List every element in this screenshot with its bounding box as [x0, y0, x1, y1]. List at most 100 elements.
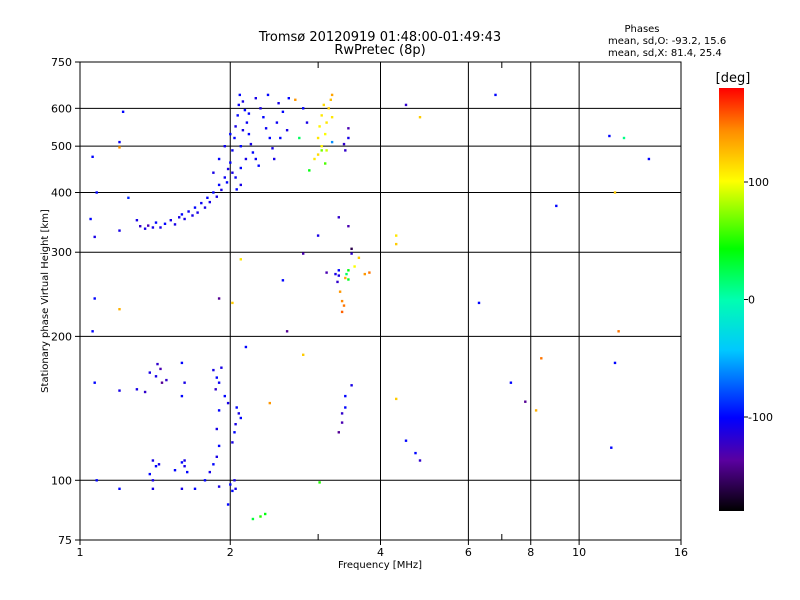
data-point — [183, 381, 186, 384]
x-tick-label: 4 — [377, 546, 384, 559]
data-point — [244, 157, 248, 161]
data-point — [215, 376, 218, 379]
data-point — [143, 390, 147, 394]
data-point — [234, 487, 237, 490]
data-point — [327, 107, 330, 110]
data-point — [178, 216, 181, 219]
data-point — [329, 98, 332, 101]
data-point — [302, 107, 305, 110]
data-point — [302, 353, 305, 356]
data-point — [337, 269, 340, 272]
chart-title-line2: RwPretec (8p) — [334, 43, 425, 58]
data-point — [220, 366, 223, 369]
data-point — [249, 142, 253, 146]
data-point — [154, 221, 158, 224]
data-point — [610, 446, 613, 449]
data-point — [540, 357, 543, 360]
data-point — [239, 166, 242, 170]
data-point — [159, 367, 162, 371]
data-point — [322, 103, 325, 107]
data-point — [613, 361, 617, 365]
data-point — [318, 125, 321, 128]
stats-o-mode: mean, sd,O: -93.2, 15.6 — [608, 36, 726, 47]
data-point — [226, 401, 230, 405]
data-point — [154, 375, 158, 378]
data-point — [247, 112, 251, 115]
data-point — [477, 301, 481, 305]
data-point — [262, 116, 265, 119]
colorbar-tick-label: 0 — [748, 294, 755, 307]
data-point — [613, 191, 617, 194]
data-point — [239, 183, 242, 187]
data-point — [338, 290, 342, 293]
data-point — [336, 280, 339, 284]
data-point — [234, 125, 237, 128]
data-point — [344, 406, 347, 409]
data-point — [330, 93, 334, 97]
data-point — [313, 157, 316, 161]
data-point — [231, 171, 234, 174]
data-point — [266, 93, 270, 97]
data-point — [363, 272, 366, 276]
data-point — [324, 132, 327, 136]
data-point — [186, 470, 189, 474]
data-point — [193, 206, 197, 209]
data-point — [229, 161, 232, 164]
data-point — [347, 136, 350, 140]
data-point — [330, 140, 334, 144]
data-point — [180, 487, 184, 490]
data-point — [220, 188, 223, 192]
data-point — [233, 431, 236, 434]
data-point — [404, 439, 408, 442]
data-point — [350, 384, 353, 387]
colorbar-label: [deg] — [716, 71, 751, 86]
colorbar-ticks: -100 0 100 — [744, 176, 773, 424]
x-tick-label: 8 — [527, 546, 534, 559]
data-point — [264, 512, 267, 516]
data-point — [287, 97, 290, 100]
data-point — [279, 136, 282, 140]
data-point — [183, 465, 186, 468]
data-point — [350, 252, 353, 255]
data-point — [236, 114, 239, 117]
data-point — [214, 388, 217, 391]
data-point — [191, 214, 194, 217]
data-point — [273, 157, 276, 161]
axis-ticks: 1 2 4 6 8 10 16 75 100 200 300 400 500 600 750 — [51, 56, 688, 559]
data-point — [235, 406, 238, 409]
data-point — [320, 149, 323, 152]
data-point — [347, 269, 350, 272]
data-point — [233, 136, 236, 140]
data-point — [238, 93, 241, 97]
data-point — [622, 136, 626, 140]
data-point — [534, 409, 538, 412]
x-tick-label: 10 — [572, 546, 586, 559]
data-point — [509, 381, 513, 384]
data-point — [173, 469, 177, 472]
data-point — [357, 256, 361, 259]
data-point — [347, 278, 350, 281]
y-tick-label: 500 — [51, 140, 72, 153]
data-point — [340, 412, 344, 415]
data-point — [223, 145, 226, 148]
data-point — [271, 147, 274, 150]
data-point — [118, 140, 121, 144]
y-tick-label: 100 — [51, 474, 72, 487]
data-point — [151, 459, 155, 462]
data-point — [203, 206, 207, 209]
data-point — [154, 465, 158, 468]
data-point — [316, 136, 320, 140]
data-point — [91, 330, 94, 333]
data-points — [89, 93, 651, 521]
data-point — [347, 225, 350, 228]
data-point — [223, 176, 226, 179]
data-point — [229, 132, 232, 136]
data-point — [608, 134, 611, 138]
data-point — [347, 127, 350, 130]
data-point — [254, 157, 257, 161]
colorbar — [719, 88, 744, 511]
y-axis-label: Stationary phase Virtual Height [km] — [40, 209, 51, 393]
data-point — [340, 421, 344, 424]
data-point — [226, 167, 230, 171]
